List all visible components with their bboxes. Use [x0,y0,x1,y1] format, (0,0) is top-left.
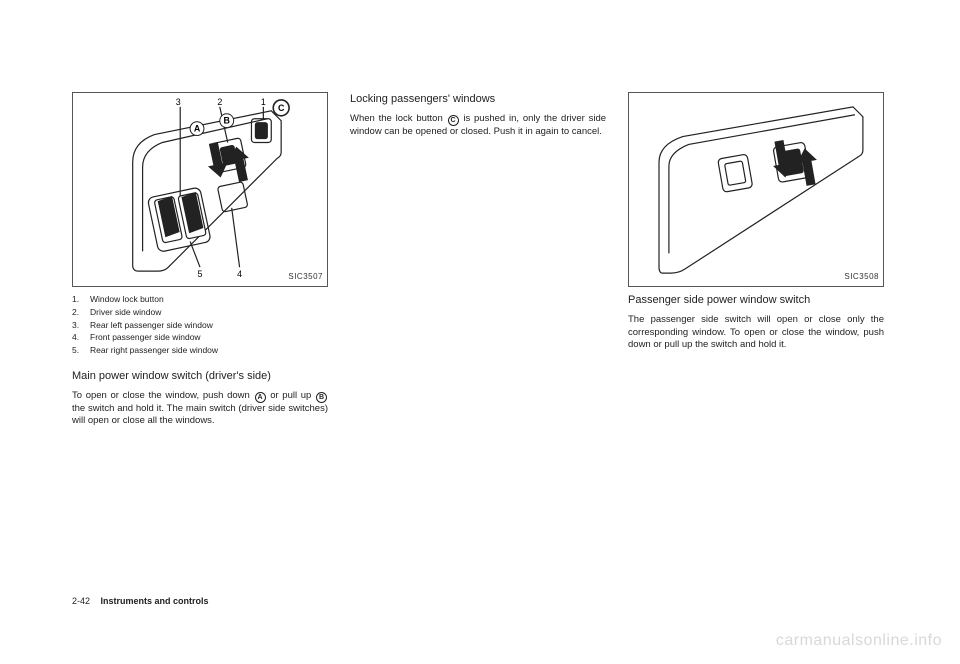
figure-label: SIC3508 [844,272,879,283]
page-number: 2-42 [72,596,90,606]
passenger-window-switch-icon [629,93,883,286]
svg-text:C: C [278,103,285,113]
callout-b-icon: B [316,392,327,403]
driver-window-switch-icon: 3 2 1 5 4 A B C [73,93,327,286]
section-title: Instruments and controls [101,596,209,606]
page-footer: 2-42 Instruments and controls [72,596,209,606]
figure-passenger-switch: SIC3508 [628,92,884,287]
svg-text:4: 4 [237,269,242,279]
column-1: 3 2 1 5 4 A B C SIC3507 [72,92,328,436]
subhead-main-switch: Main power window switch (driver's side) [72,369,328,384]
column-2: Locking passengers' windows When the loc… [350,92,606,436]
svg-text:B: B [224,116,231,126]
svg-text:1: 1 [261,97,266,107]
svg-text:5: 5 [198,269,203,279]
subhead-passenger: Passenger side power window switch [628,293,884,308]
para-locking: When the lock button C is pushed in, onl… [350,113,606,139]
figure-driver-switch: 3 2 1 5 4 A B C SIC3507 [72,92,328,287]
manual-page: 3 2 1 5 4 A B C SIC3507 [0,0,960,664]
column-3: SIC3508 Passenger side power window swit… [628,92,884,436]
svg-text:3: 3 [176,97,181,107]
para-passenger: The passenger side switch will open or c… [628,314,884,352]
figure-legend: 1.Window lock button 2.Driver side windo… [72,293,328,357]
watermark: carmanualsonline.info [776,632,942,650]
callout-a-icon: A [255,392,266,403]
columns: 3 2 1 5 4 A B C SIC3507 [72,92,888,436]
subhead-locking: Locking passengers' windows [350,92,606,107]
para-main-switch: To open or close the window, push down A… [72,390,328,429]
figure-label: SIC3507 [288,272,323,283]
svg-text:A: A [194,124,201,134]
callout-c-icon: C [448,115,459,126]
svg-text:2: 2 [217,97,222,107]
